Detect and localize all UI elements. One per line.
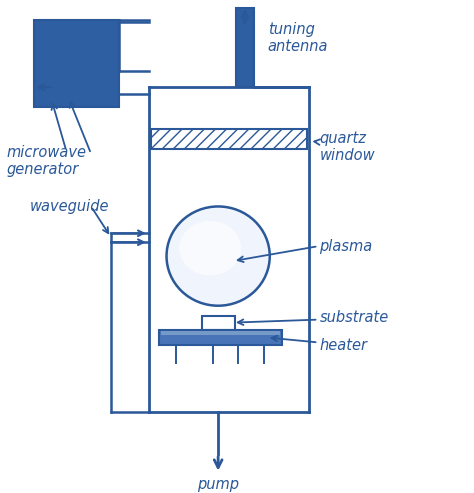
Bar: [159, 329, 282, 346]
Bar: [202, 316, 235, 329]
Text: waveguide: waveguide: [29, 199, 109, 214]
Text: tuning
antenna: tuning antenna: [268, 22, 328, 54]
Text: substrate: substrate: [319, 310, 389, 325]
Bar: [236, 8, 254, 87]
Bar: [34, 20, 119, 107]
Bar: [161, 330, 280, 335]
Text: pump: pump: [197, 477, 239, 492]
Bar: [151, 129, 308, 149]
Text: microwave
generator: microwave generator: [7, 144, 87, 177]
Ellipse shape: [166, 207, 270, 306]
Text: quartz
window: quartz window: [319, 131, 375, 163]
Text: heater: heater: [319, 338, 367, 353]
Text: plasma: plasma: [319, 239, 373, 254]
Ellipse shape: [179, 221, 241, 276]
